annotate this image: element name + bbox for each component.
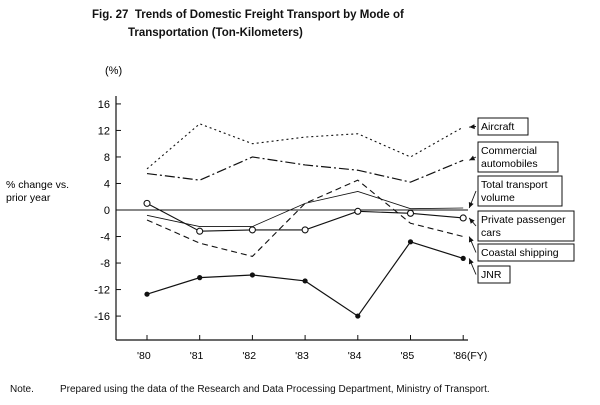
series-point-3 [143,199,151,207]
series-point-5 [144,291,150,297]
y-axis-title: prior year [6,192,51,204]
source-note: Note. Prepared using the data of the Rese… [10,384,490,395]
x-tick-label: '83 [295,350,309,362]
legend-label-0: Aircraft [481,121,514,133]
legend-box-5 [477,265,511,284]
series-line-0 [146,123,464,170]
series-point-5 [197,275,203,281]
legend-label-5: JNR [481,269,502,281]
y-tick-label: 12 [98,125,110,137]
y-unit-label: (%) [105,65,122,77]
series-line-2 [146,191,464,227]
legend-label-2: Total transport [481,179,548,191]
series-line-1 [146,156,464,183]
legend-arrow-0 [469,124,475,130]
legend-arrow-2 [468,202,474,209]
y-tick-label: -8 [100,258,110,270]
series-point-3 [301,226,309,234]
series-point-3 [459,214,467,222]
legend-label-4: Coastal shipping [481,247,559,259]
legend-label-3: cars [481,227,501,239]
title-line-1: Trends of Domestic Freight Transport by … [134,9,404,21]
x-tick-label: '81 [190,350,204,362]
x-tick-label: '85 [401,350,415,362]
x-tick-label: '82 [242,350,256,362]
y-axis-title: % change vs. [6,179,69,191]
series-point-3 [354,207,362,215]
legend-box-4 [477,243,575,262]
y-tick-label: 16 [98,99,110,111]
figure-number: Fig. 27 [92,9,129,21]
series-point-5 [355,313,361,319]
legend-label-1: automobiles [481,158,538,170]
x-tick-label: '80 [137,350,151,362]
x-tick-label: '86(FY) [453,350,487,362]
legend-box-2 [477,175,563,207]
series-line-4 [146,179,464,258]
legend-arrow-5 [468,258,474,265]
y-tick-label: 8 [104,152,110,164]
series-point-5 [460,255,466,261]
series-point-5 [249,272,255,278]
legend-arrow-3 [469,217,475,224]
series-point-3 [196,227,204,235]
series-point-5 [407,239,414,245]
legend-arrow-1 [469,155,476,161]
note-label: Note. [10,384,34,395]
series-point-5 [302,278,308,284]
y-tick-label: 0 [104,205,110,217]
chart-title: Fig. 27 Trends of Domestic Freight Trans… [92,6,404,42]
title-line-2: Transportation (Ton-Kilometers) [128,27,303,39]
series-point-3 [406,209,415,217]
x-tick-label: '84 [348,350,362,362]
legend-label-3: Private passenger [481,214,566,226]
y-tick-label: 4 [104,178,110,190]
y-tick-label: -4 [100,232,110,244]
note-text: Prepared using the data of the Research … [60,384,490,395]
legend-box-0 [477,117,529,136]
legend-box-1 [477,141,559,173]
legend-label-2: volume [481,192,515,204]
legend-label-1: Commercial [481,145,537,157]
series-point-3 [248,226,256,234]
y-tick-label: -12 [94,285,110,297]
legend-arrow-4 [468,236,474,243]
y-tick-label: -16 [94,311,110,323]
legend-box-3 [477,210,575,242]
